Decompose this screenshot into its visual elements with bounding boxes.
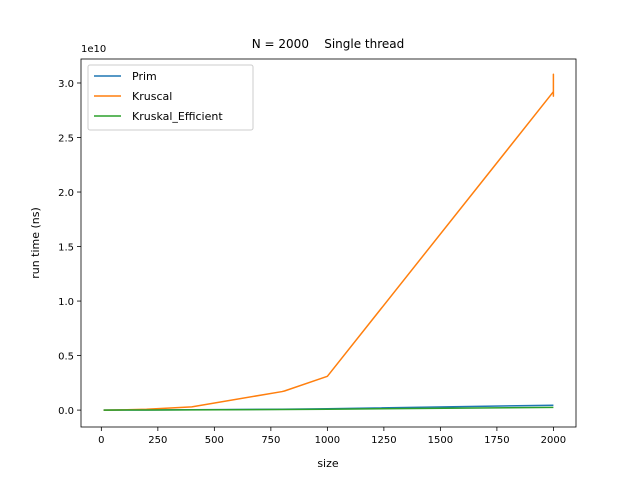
plot-frame [80, 58, 577, 428]
x-tick-label: 250 [148, 435, 167, 446]
x-axis-label: size [317, 457, 339, 470]
x-tick-label: 1000 [315, 435, 340, 446]
y-tick-label: 2.5 [58, 134, 74, 145]
legend-box [87, 64, 254, 131]
legend-label: Kruskal_Efficient [132, 110, 223, 123]
y-offset-label: 1e10 [81, 44, 106, 55]
legend-label: Prim [132, 70, 157, 83]
x-tick-label: 1250 [371, 435, 396, 446]
y-tick-label: 2.0 [58, 188, 74, 199]
y-axis-label: run time (ns) [29, 207, 42, 279]
y-tick-label: 0.0 [58, 406, 74, 417]
x-tick-label: 1750 [484, 435, 509, 446]
x-tick-label: 0 [98, 435, 104, 446]
y-tick-label: 0.5 [58, 352, 74, 363]
x-tick-label: 500 [205, 435, 224, 446]
y-tick-label: 1.0 [58, 297, 74, 308]
x-tick-label: 1500 [428, 435, 453, 446]
x-tick-label: 750 [261, 435, 280, 446]
x-tick-label: 2000 [541, 435, 566, 446]
chart-title: N = 2000 Single thread [252, 37, 405, 51]
legend-label: Kruscal [132, 90, 172, 103]
series-line [103, 406, 554, 411]
y-tick-label: 3.0 [58, 79, 74, 90]
y-tick-label: 1.5 [58, 243, 74, 254]
